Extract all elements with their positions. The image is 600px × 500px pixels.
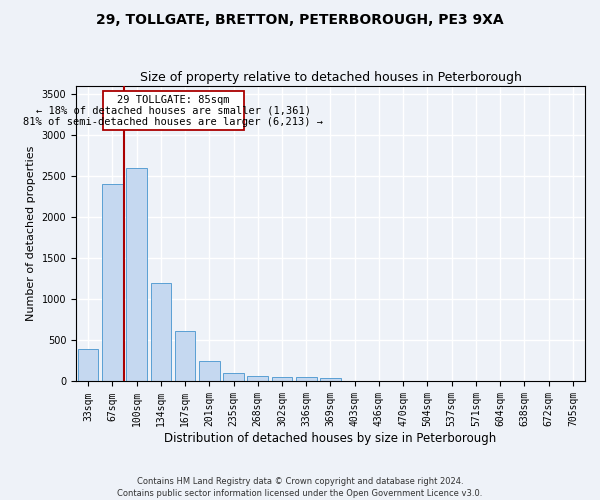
- Bar: [102, 184, 122, 382]
- Bar: [151, 283, 171, 382]
- Bar: [126, 168, 147, 382]
- Bar: [175, 330, 196, 382]
- Text: 29, TOLLGATE, BRETTON, PETERBOROUGH, PE3 9XA: 29, TOLLGATE, BRETTON, PETERBOROUGH, PE3…: [96, 12, 504, 26]
- X-axis label: Distribution of detached houses by size in Peterborough: Distribution of detached houses by size …: [164, 432, 497, 445]
- Text: 29 TOLLGATE: 85sqm: 29 TOLLGATE: 85sqm: [117, 95, 230, 105]
- Bar: [320, 378, 341, 382]
- Bar: [272, 377, 292, 382]
- Text: ← 18% of detached houses are smaller (1,361): ← 18% of detached houses are smaller (1,…: [36, 106, 311, 116]
- Bar: [199, 361, 220, 382]
- FancyBboxPatch shape: [103, 92, 244, 130]
- Bar: [223, 374, 244, 382]
- Y-axis label: Number of detached properties: Number of detached properties: [26, 146, 36, 322]
- Bar: [247, 376, 268, 382]
- Text: Contains HM Land Registry data © Crown copyright and database right 2024.
Contai: Contains HM Land Registry data © Crown c…: [118, 476, 482, 498]
- Title: Size of property relative to detached houses in Peterborough: Size of property relative to detached ho…: [140, 72, 521, 85]
- Text: 81% of semi-detached houses are larger (6,213) →: 81% of semi-detached houses are larger (…: [23, 116, 323, 126]
- Bar: [296, 378, 317, 382]
- Bar: [78, 348, 98, 382]
